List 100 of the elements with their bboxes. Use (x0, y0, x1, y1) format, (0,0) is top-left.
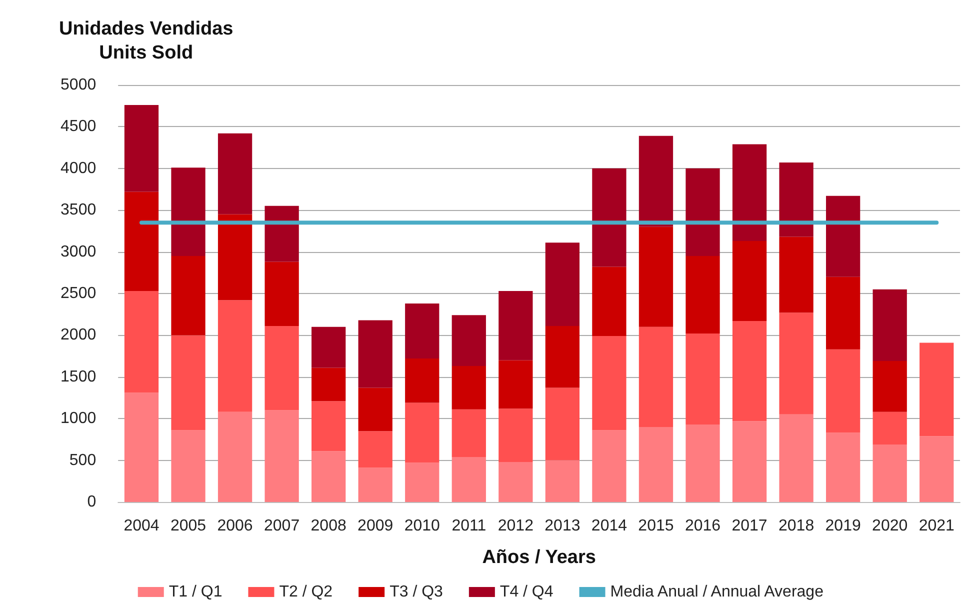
bar (638, 136, 674, 227)
bar (592, 430, 626, 502)
bar (405, 402, 440, 463)
y-axis-title: Unidades Vendidas Units Sold (58, 18, 234, 64)
bar (638, 226, 674, 327)
x-tick-label: 2015 (638, 518, 674, 534)
bar (452, 456, 486, 502)
bar (826, 276, 860, 350)
bar (358, 388, 392, 432)
bar (218, 133, 252, 214)
x-tick-label: 2004 (124, 518, 160, 534)
bar (826, 349, 860, 433)
legend-label: T4 / Q4 (500, 584, 554, 600)
bar (171, 168, 206, 256)
bar (872, 444, 907, 502)
bar (171, 256, 206, 336)
legend-label: T1 / Q1 (168, 584, 222, 600)
bar (872, 361, 907, 412)
bar (498, 462, 533, 502)
bar (405, 462, 440, 502)
bar (732, 240, 767, 322)
bar (312, 401, 346, 452)
bar (592, 168, 626, 267)
bar (124, 291, 159, 393)
bar (264, 410, 299, 502)
bar (638, 326, 674, 427)
x-tick-label: 2011 (452, 518, 486, 534)
x-tick-label: 2008 (310, 518, 346, 534)
bar (452, 366, 486, 410)
bar (452, 315, 486, 366)
y-tick-label: 3500 (60, 202, 96, 219)
bar (498, 408, 533, 462)
x-tick-label: 2016 (684, 518, 721, 534)
bar (686, 334, 720, 424)
y-tick-label: 1500 (60, 368, 96, 386)
bar (171, 335, 206, 430)
bar (312, 368, 346, 402)
bar (779, 236, 814, 313)
bar (312, 326, 346, 368)
bar (264, 206, 299, 262)
bar (779, 162, 814, 237)
bar (732, 144, 767, 241)
bar (124, 105, 159, 192)
bar (124, 192, 159, 291)
bar (545, 388, 580, 460)
bar (545, 242, 580, 326)
bar (171, 430, 206, 502)
x-tick-label: 2014 (591, 518, 628, 534)
bar (686, 168, 720, 256)
y-tick-label: 4500 (60, 118, 96, 136)
y-tick-label: 2000 (60, 326, 96, 344)
bar (545, 460, 580, 502)
bar (779, 312, 814, 414)
x-tick-label: 2021 (918, 518, 955, 534)
y-tick-label: 4000 (60, 160, 96, 177)
bar (592, 336, 626, 430)
x-tick-label: 2005 (170, 518, 206, 534)
bar (686, 256, 720, 334)
bar (732, 321, 767, 422)
bar (264, 262, 299, 326)
bar (405, 304, 440, 359)
x-tick-label: 2006 (217, 518, 253, 534)
bar (452, 409, 486, 457)
x-tick-label: 2010 (404, 518, 440, 534)
legend-label: T2 / Q2 (279, 584, 333, 600)
y-tick-label: 1000 (60, 410, 96, 428)
bar (545, 326, 580, 388)
bar (920, 436, 954, 502)
bar (826, 196, 860, 277)
bar (498, 360, 533, 409)
x-axis-title: Años / Years (482, 547, 596, 568)
x-tick-label: 2012 (498, 518, 534, 534)
bar (358, 431, 392, 468)
bar (124, 392, 159, 502)
x-tick-label: 2009 (358, 518, 394, 534)
bar (779, 414, 814, 502)
x-tick-label: 2013 (544, 518, 580, 534)
bar (686, 424, 720, 502)
bar (218, 214, 252, 300)
bar (592, 266, 626, 336)
y-tick-label: 3000 (60, 243, 96, 260)
bar (826, 432, 860, 502)
y-tick-label: 5000 (60, 76, 96, 94)
x-tick-label: 2019 (825, 518, 861, 534)
bar (498, 291, 533, 360)
bar (405, 358, 440, 403)
legend-label: Media Anual / Annual Average (610, 584, 824, 600)
bar (312, 451, 346, 502)
x-tick-label: 2018 (778, 518, 814, 534)
bar (920, 342, 954, 436)
bar (872, 412, 907, 444)
x-tick-label: 2020 (872, 518, 908, 534)
x-tick-label: 2017 (732, 518, 768, 534)
bar (872, 289, 907, 362)
bar (358, 468, 392, 502)
bar (218, 300, 252, 412)
bar (638, 426, 674, 502)
y-tick-label: 2500 (60, 285, 96, 302)
bar (218, 412, 252, 502)
legend-label: T3 / Q3 (390, 584, 444, 600)
